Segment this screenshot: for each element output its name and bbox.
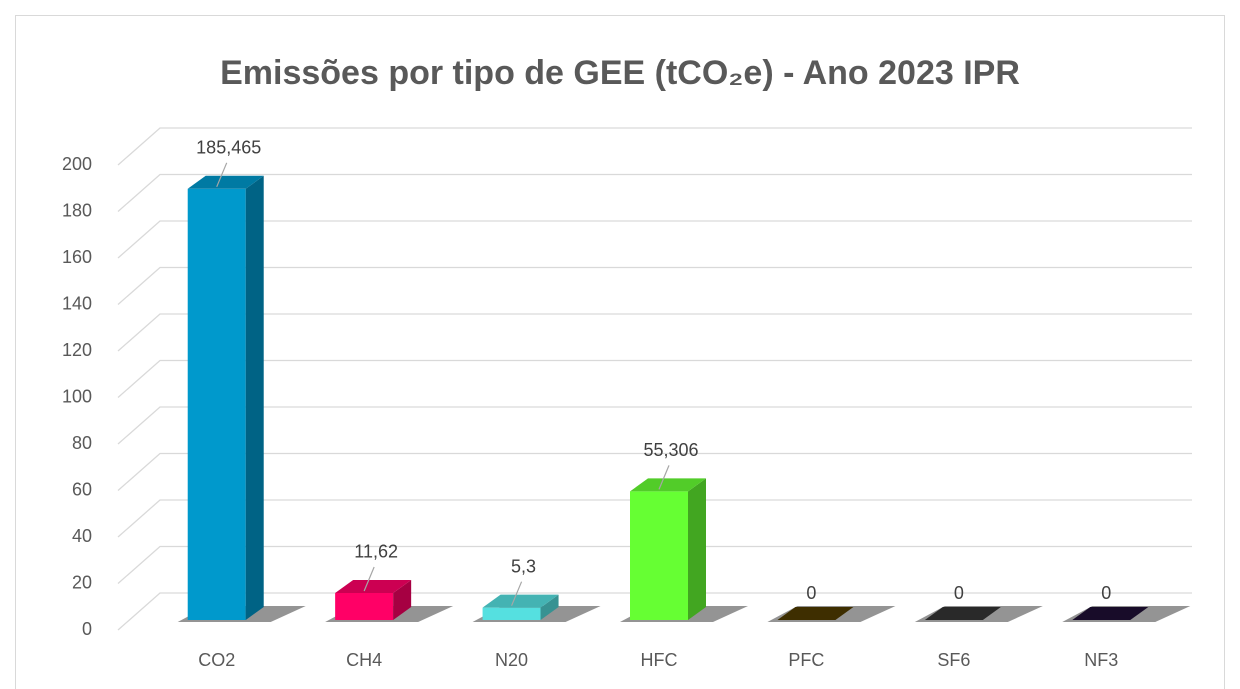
y-tick-label: 120 [62,340,92,360]
y-tick-label: 80 [72,433,92,453]
chart-title: Emissões por tipo de GEE (tCO₂e) - Ano 2… [220,54,1020,92]
value-label: 0 [1101,583,1111,603]
x-tick-label: N20 [495,650,528,670]
bar-top [924,607,1001,620]
bar-front [335,592,394,620]
grid-line [117,452,1192,491]
bar-front [482,607,541,620]
x-tick-label: CO2 [198,650,235,670]
bar-front [630,491,688,620]
y-tick-label: 160 [62,247,92,267]
grid-line [117,545,1192,584]
bar-side [540,594,559,620]
value-label: 0 [954,583,964,603]
x-tick-label: HFC [641,650,678,670]
value-label: 11,62 [354,542,398,562]
x-tick-label: SF6 [937,650,970,670]
grid-line [117,173,1192,212]
grid-line [117,127,1192,166]
y-tick-label: 60 [72,479,92,499]
bar-top [335,579,412,593]
leader-line [658,465,670,490]
leader-line [216,162,228,188]
grid-line [117,266,1192,305]
bar-top [482,594,559,608]
grid-line [117,592,1192,631]
value-label: 5,3 [511,556,536,576]
value-label: 55,306 [643,440,698,460]
y-tick-label: 200 [62,154,92,174]
value-label: 185,465 [196,138,261,158]
bar-side [245,175,264,620]
grid-line [117,359,1192,398]
grid-line [117,406,1192,445]
bar-side [688,478,706,620]
y-tick-label: 100 [62,386,92,406]
grid-line [117,220,1192,259]
grid-line [117,313,1192,352]
bar-top [630,478,706,492]
bar-top [1072,607,1149,620]
y-tick-label: 20 [72,572,92,592]
x-tick-label: CH4 [346,650,382,670]
leader-line [363,566,375,592]
y-tick-label: 40 [72,526,92,546]
bar-side [393,579,412,620]
y-tick-label: 180 [62,200,92,220]
y-tick-label: 140 [62,293,92,313]
bar-top [777,607,854,620]
y-tick-label: 0 [82,619,92,639]
grid-line [117,499,1192,538]
bar-top [187,175,264,189]
x-tick-label: PFC [788,650,824,670]
leader-line [511,581,523,606]
bar-front [187,188,246,620]
x-tick-label: NF3 [1084,650,1118,670]
value-label: 0 [806,583,816,603]
